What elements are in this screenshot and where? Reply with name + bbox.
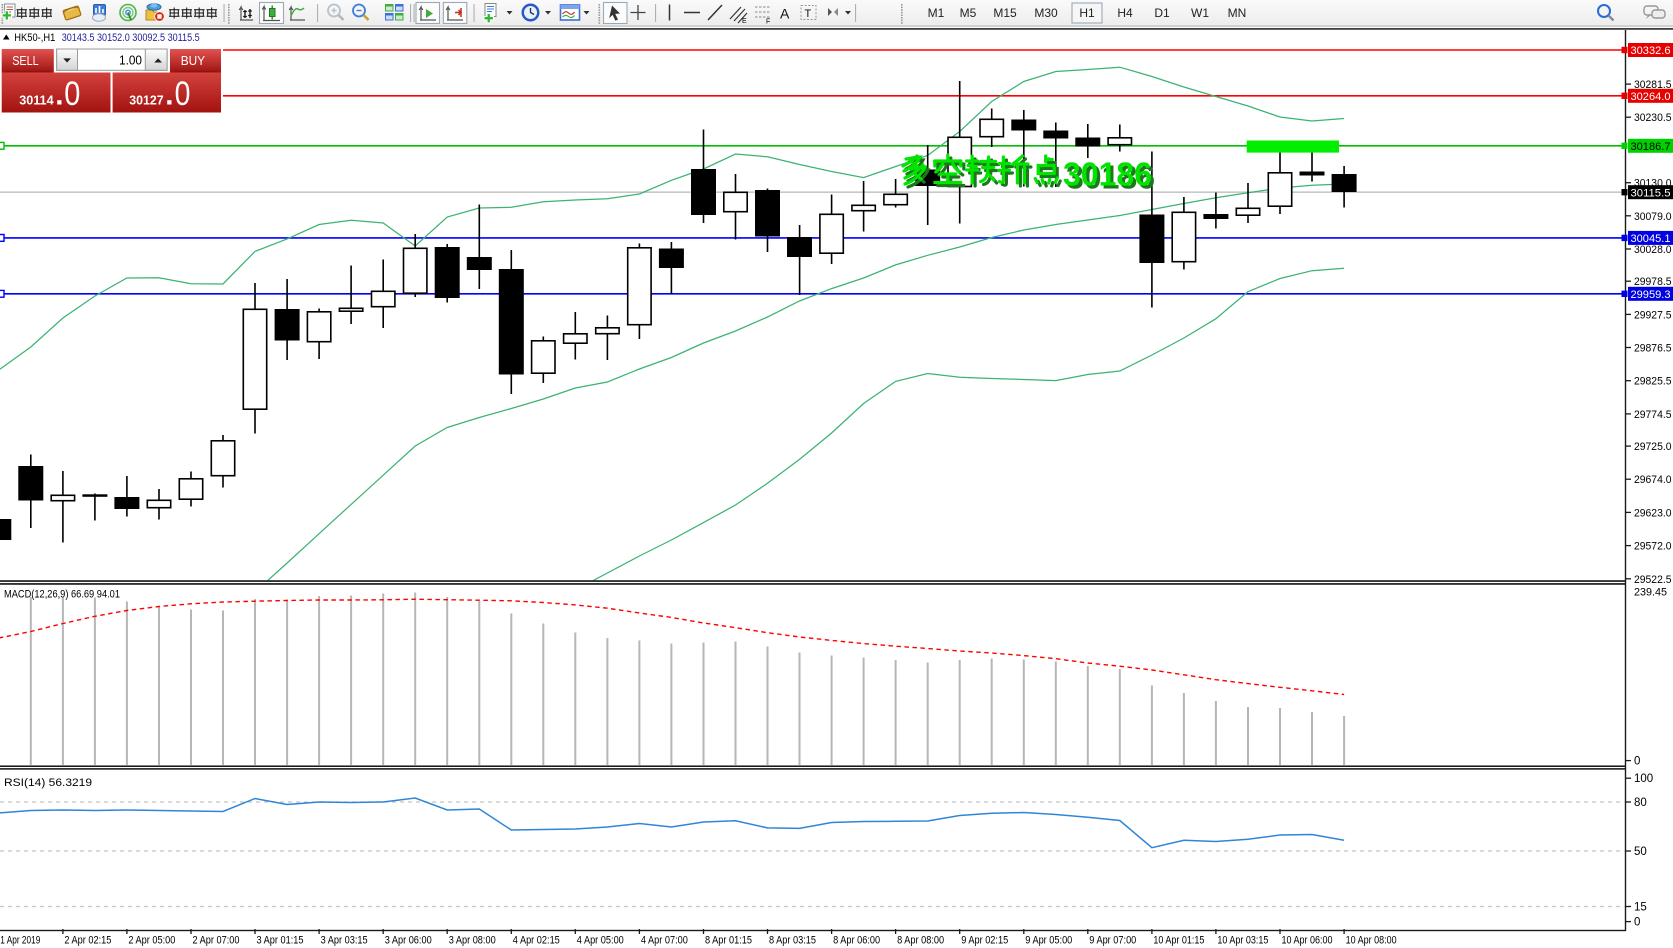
svg-text:RSI(14) 56.3219: RSI(14) 56.3219	[4, 777, 92, 789]
svg-text:30186: 30186	[1066, 159, 1155, 196]
svg-text:D1: D1	[1154, 6, 1170, 20]
svg-text:W1: W1	[1191, 6, 1209, 20]
svg-text:29774.5: 29774.5	[1634, 409, 1672, 421]
svg-text:29876.5: 29876.5	[1634, 343, 1672, 355]
svg-text:9 Apr 07:00: 9 Apr 07:00	[1089, 935, 1136, 947]
svg-text:MACD(12,26,9) 66.69 94.01: MACD(12,26,9) 66.69 94.01	[4, 589, 120, 601]
svg-text:0: 0	[64, 75, 80, 113]
svg-text:30079.0: 30079.0	[1634, 211, 1672, 223]
svg-text:MN: MN	[1228, 6, 1247, 20]
svg-text:10 Apr 06:00: 10 Apr 06:00	[1282, 935, 1333, 947]
svg-text:F: F	[766, 19, 770, 26]
svg-text:0: 0	[1634, 917, 1640, 929]
svg-text:29623.0: 29623.0	[1634, 507, 1672, 519]
svg-text:4 Apr 02:15: 4 Apr 02:15	[513, 935, 560, 947]
svg-text:SELL: SELL	[12, 53, 39, 68]
svg-text:A: A	[780, 6, 790, 22]
svg-text:29825.5: 29825.5	[1634, 376, 1672, 388]
svg-text:3 Apr 06:00: 3 Apr 06:00	[385, 935, 432, 947]
svg-text:2 Apr 05:00: 2 Apr 05:00	[128, 935, 175, 947]
svg-text:30127: 30127	[129, 92, 163, 107]
svg-text:4 Apr 05:00: 4 Apr 05:00	[577, 935, 624, 947]
svg-text:4 Apr 07:00: 4 Apr 07:00	[641, 935, 688, 947]
svg-text:T: T	[805, 8, 812, 20]
svg-text:29959.3: 29959.3	[1631, 289, 1671, 301]
svg-text:15: 15	[1634, 902, 1647, 914]
svg-text:30230.5: 30230.5	[1634, 112, 1672, 124]
svg-text:29674.0: 29674.0	[1634, 474, 1672, 486]
svg-text:M5: M5	[960, 6, 977, 20]
svg-text:10 Apr 03:15: 10 Apr 03:15	[1217, 935, 1268, 947]
svg-text:H4: H4	[1117, 6, 1133, 20]
svg-text:10 Apr 08:00: 10 Apr 08:00	[1346, 935, 1397, 947]
svg-text:0: 0	[175, 75, 191, 113]
svg-text:30115.5: 30115.5	[1631, 187, 1671, 199]
svg-text:80: 80	[1634, 797, 1647, 809]
svg-text:8 Apr 03:15: 8 Apr 03:15	[769, 935, 816, 947]
svg-text:3 Apr 01:15: 3 Apr 01:15	[257, 935, 304, 947]
svg-text:9 Apr 05:00: 9 Apr 05:00	[1025, 935, 1072, 947]
svg-text:100: 100	[1634, 773, 1653, 785]
svg-text:M30: M30	[1034, 6, 1058, 20]
svg-text:3 Apr 08:00: 3 Apr 08:00	[449, 935, 496, 947]
svg-text:2 Apr 02:15: 2 Apr 02:15	[64, 935, 111, 947]
svg-text:30332.6: 30332.6	[1631, 45, 1671, 57]
svg-text:30281.5: 30281.5	[1634, 79, 1672, 91]
svg-text:BUY: BUY	[181, 53, 206, 68]
svg-text:10 Apr 01:15: 10 Apr 01:15	[1153, 935, 1204, 947]
svg-text:8 Apr 06:00: 8 Apr 06:00	[833, 935, 880, 947]
svg-text:M1: M1	[928, 6, 945, 20]
svg-text:H1: H1	[1079, 6, 1095, 20]
svg-text:30186.7: 30186.7	[1631, 141, 1671, 153]
svg-text:M15: M15	[993, 6, 1017, 20]
svg-text:30143.5 30152.0 30092.5 30115.: 30143.5 30152.0 30092.5 30115.5	[62, 32, 200, 44]
svg-text:HK50-,H1: HK50-,H1	[14, 32, 55, 44]
svg-text:29522.5: 29522.5	[1634, 574, 1672, 586]
svg-text:29572.0: 29572.0	[1634, 541, 1672, 553]
svg-text:29927.5: 29927.5	[1634, 309, 1672, 321]
svg-text:1.00: 1.00	[119, 52, 142, 67]
svg-text:E: E	[742, 18, 747, 25]
svg-text:30186: 30186	[1063, 156, 1152, 193]
svg-text:29725.0: 29725.0	[1634, 441, 1672, 453]
svg-text:9 Apr 02:15: 9 Apr 02:15	[961, 935, 1008, 947]
svg-text:50: 50	[1634, 846, 1647, 858]
svg-text:30264.0: 30264.0	[1631, 91, 1671, 103]
svg-text:29978.5: 29978.5	[1634, 276, 1672, 288]
svg-text:30045.1: 30045.1	[1631, 233, 1671, 245]
svg-text:2 Apr 07:00: 2 Apr 07:00	[193, 935, 240, 947]
svg-text:8 Apr 01:15: 8 Apr 01:15	[705, 935, 752, 947]
svg-text:3 Apr 03:15: 3 Apr 03:15	[321, 935, 368, 947]
svg-text:8 Apr 08:00: 8 Apr 08:00	[897, 935, 944, 947]
svg-text:30114: 30114	[19, 92, 54, 107]
svg-text:239.45: 239.45	[1634, 587, 1667, 599]
svg-text:0: 0	[1634, 756, 1640, 768]
svg-text:30028.0: 30028.0	[1634, 244, 1672, 256]
svg-text:1 Apr 2019: 1 Apr 2019	[0, 935, 40, 947]
